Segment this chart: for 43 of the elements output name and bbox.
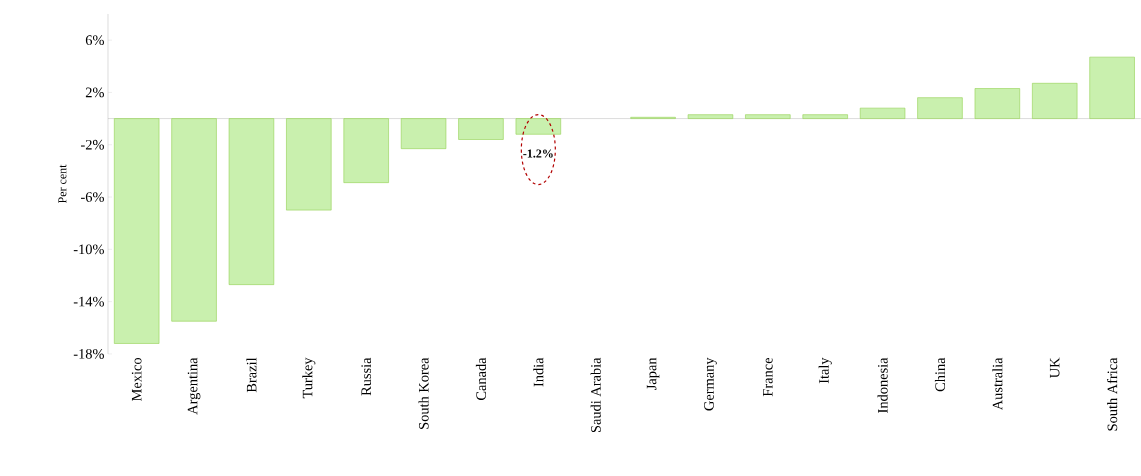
x-tick-label: Indonesia — [877, 357, 888, 413]
x-tick-label: Canada — [475, 357, 487, 401]
bar — [859, 107, 906, 119]
y-tick-label: -10% — [73, 244, 104, 255]
x-tick-label: Mexico — [131, 358, 142, 402]
bar — [1032, 83, 1078, 119]
bar — [400, 118, 447, 150]
x-tick-label: Japan — [646, 357, 660, 390]
x-tick-label: Argentina — [187, 357, 201, 415]
bar — [687, 114, 734, 119]
y-tick-label: 2% — [85, 87, 104, 98]
bar — [515, 118, 561, 135]
x-tick-label: China — [934, 357, 946, 392]
bar — [171, 118, 217, 322]
y-axis-title: Per cent — [58, 164, 67, 204]
bar — [974, 88, 1021, 119]
x-tick-label: UK — [1049, 357, 1060, 379]
bar — [802, 114, 848, 119]
x-tick-label: France — [763, 358, 773, 397]
bar — [1089, 56, 1135, 119]
x-tick-label: Australia — [992, 357, 1003, 411]
x-tick-label: Russia — [361, 357, 372, 396]
x-tick-label: South Africa — [1106, 357, 1118, 431]
y-tick-label: -18% — [73, 349, 104, 359]
bar — [458, 118, 504, 140]
y-tick-label: -2% — [81, 139, 104, 150]
bar — [343, 118, 389, 183]
bar — [228, 118, 275, 285]
x-tick-label: Brazil — [246, 357, 257, 393]
x-tick-label: Turkey — [302, 357, 316, 399]
x-tick-label: Italy — [818, 357, 832, 384]
x-tick-label: India — [533, 357, 544, 387]
x-tick-label: Saudi Arabia — [590, 357, 601, 433]
y-tick-label: -6% — [81, 192, 104, 202]
x-tick-label: South Korea — [418, 357, 429, 429]
annotation: -1.2% — [523, 149, 553, 158]
x-tick-label: Germany — [704, 357, 717, 411]
bar — [745, 114, 791, 119]
bar — [114, 118, 160, 344]
y-tick-label: -14% — [73, 296, 104, 307]
bar — [917, 97, 963, 119]
bar — [286, 118, 332, 211]
y-tick-label: 6% — [85, 35, 104, 46]
